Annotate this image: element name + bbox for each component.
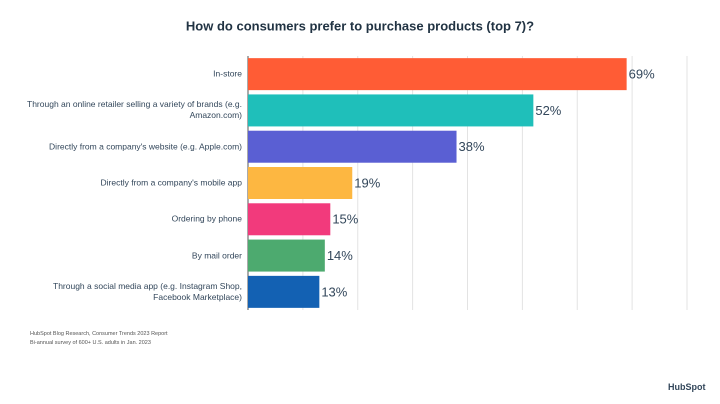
bar xyxy=(248,239,325,272)
bar xyxy=(248,203,331,236)
category-label: Through an online retailer selling a var… xyxy=(27,99,242,121)
category-label: Directly from a company's mobile app xyxy=(100,177,242,188)
bar xyxy=(248,275,320,308)
category-label: Through a social media app (e.g. Instagr… xyxy=(53,280,242,302)
category-label: Ordering by phone xyxy=(171,213,242,224)
value-label: 69% xyxy=(629,67,655,82)
bar xyxy=(248,58,627,91)
bar xyxy=(248,167,353,199)
value-label: 13% xyxy=(321,284,347,299)
source-line: Bi-annual survey of 600+ U.S. adults in … xyxy=(30,340,151,346)
chart-title: How do consumers prefer to purchase prod… xyxy=(186,18,534,33)
bar xyxy=(248,94,534,127)
value-label: 15% xyxy=(332,212,358,227)
bar xyxy=(248,130,457,163)
value-label: 38% xyxy=(459,139,485,154)
value-label: 52% xyxy=(535,103,561,118)
category-label: By mail order xyxy=(191,250,242,261)
source-line: HubSpot Blog Research, Consumer Trends 2… xyxy=(30,331,168,337)
brand-logo: HubSpot xyxy=(668,382,706,392)
category-label: Directly from a company's website (e.g. … xyxy=(49,141,242,152)
value-label: 14% xyxy=(327,248,353,263)
category-label: In-store xyxy=(213,68,242,79)
value-label: 19% xyxy=(354,175,380,190)
